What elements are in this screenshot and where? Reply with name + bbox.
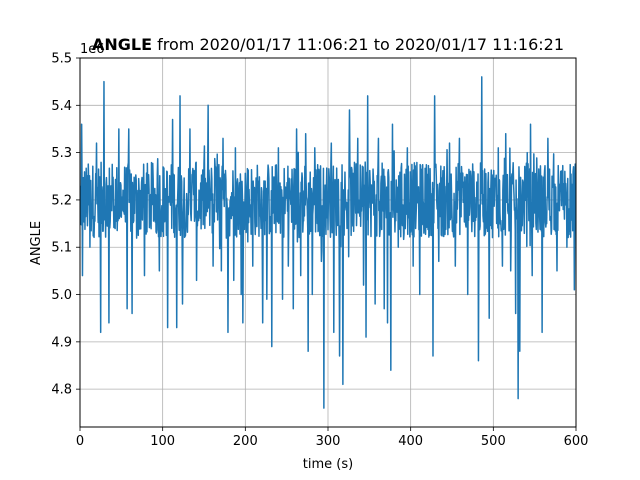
y-tick-label: 4.9: [51, 335, 72, 350]
chart-title-bold: ANGLE: [92, 35, 152, 54]
y-tick-label: 5.1: [51, 241, 72, 256]
y-tick-label: 5.4: [51, 99, 72, 114]
y-axis-label: ANGLE: [29, 221, 44, 265]
x-tick-label: 100: [150, 434, 175, 449]
y-tick-label: 5.5: [51, 52, 72, 67]
y-tick-label: 5.2: [51, 193, 72, 208]
x-tick-label: 300: [316, 434, 341, 449]
y-tick-label: 5.0: [51, 288, 72, 303]
x-tick-label: 500: [481, 434, 506, 449]
y-tick-label: 5.3: [51, 146, 72, 161]
chart-title-rest: from 2020/01/17 11:06:21 to 2020/01/17 1…: [152, 35, 564, 54]
chart-title: ANGLE from 2020/01/17 11:06:21 to 2020/0…: [92, 35, 564, 54]
data-series: [80, 76, 576, 409]
x-tick-label: 600: [564, 434, 589, 449]
x-tick-label: 400: [398, 434, 423, 449]
y-axis-ticks: 4.8 4.9 5.0 5.1 5.2 5.3 5.4 5.5: [51, 52, 80, 398]
x-tick-label: 200: [233, 434, 258, 449]
y-axis-offset-label: 1e6: [80, 42, 105, 57]
angle-series-line: [80, 76, 576, 409]
x-axis-label: time (s): [303, 457, 353, 472]
y-tick-label: 4.8: [51, 383, 72, 398]
x-axis-ticks: 0 100 200 300 400 500 600: [76, 427, 589, 449]
x-tick-label: 0: [76, 434, 84, 449]
